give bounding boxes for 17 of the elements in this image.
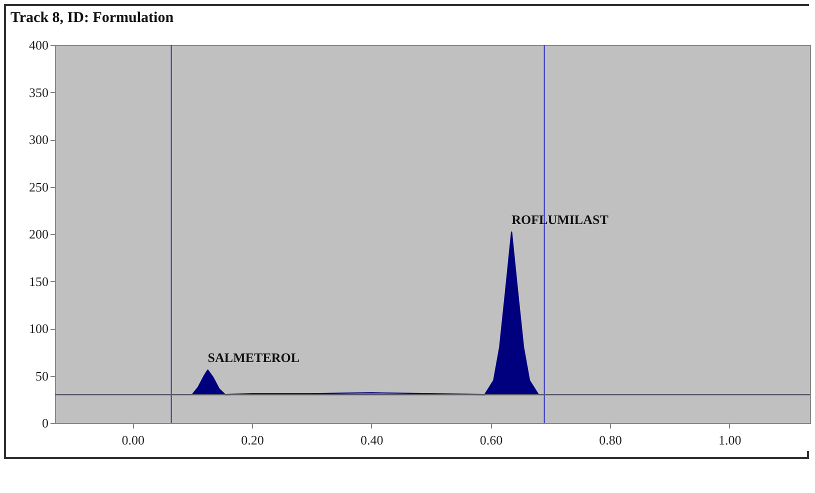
y-tick-label: 150: [29, 274, 48, 289]
y-tick-label: 200: [29, 226, 48, 242]
x-tick-label: 1.00: [718, 432, 742, 448]
x-tick-label: 0.20: [241, 432, 264, 448]
y-tick-label: 100: [29, 321, 48, 336]
y-tick-label: 300: [29, 132, 48, 147]
x-tick-label: 0.00: [122, 432, 144, 448]
x-tick-label: 0.40: [360, 432, 384, 448]
y-tick-label: 0: [42, 416, 48, 430]
y-tick-label: 250: [29, 179, 48, 194]
x-tick-label: 0.60: [480, 432, 503, 448]
y-tick-label: 400: [29, 38, 48, 52]
y-tick-label: 50: [36, 368, 48, 384]
annotation: SALMETEROL: [208, 350, 300, 366]
x-tick-label: 0.80: [599, 432, 622, 448]
chart-title: Track 8, ID: Formulation: [10, 10, 174, 26]
y-tick-label: 350: [29, 84, 48, 100]
